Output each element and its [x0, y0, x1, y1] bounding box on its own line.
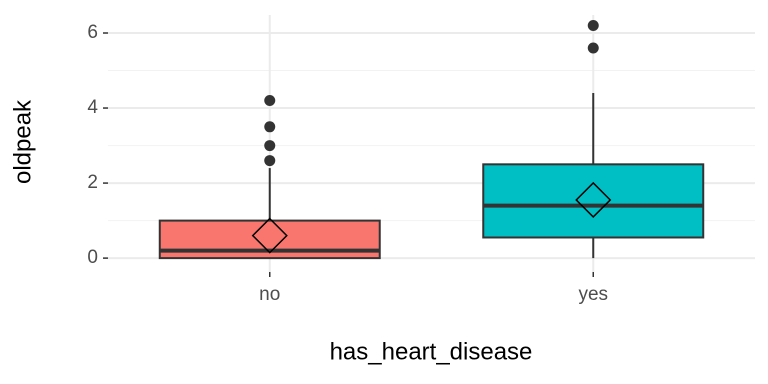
box [482, 163, 705, 239]
outlier [264, 95, 276, 107]
y-tick-label: 6 [87, 22, 98, 43]
x-axis-label: has_heart_disease [330, 338, 533, 365]
mean-marker [575, 181, 612, 219]
y-axis-label: oldpeak [9, 99, 36, 184]
y-tick-label: 4 [87, 97, 98, 118]
outlier [264, 140, 276, 152]
outlier [587, 42, 599, 54]
outlier [264, 121, 276, 133]
x-tick-label: yes [578, 284, 608, 305]
x-tick-label: no [259, 284, 280, 305]
outlier [264, 155, 276, 167]
y-tick-label: 2 [87, 172, 98, 193]
outlier [587, 20, 599, 32]
mean-marker [251, 217, 288, 254]
y-tick-label: 0 [87, 247, 98, 268]
